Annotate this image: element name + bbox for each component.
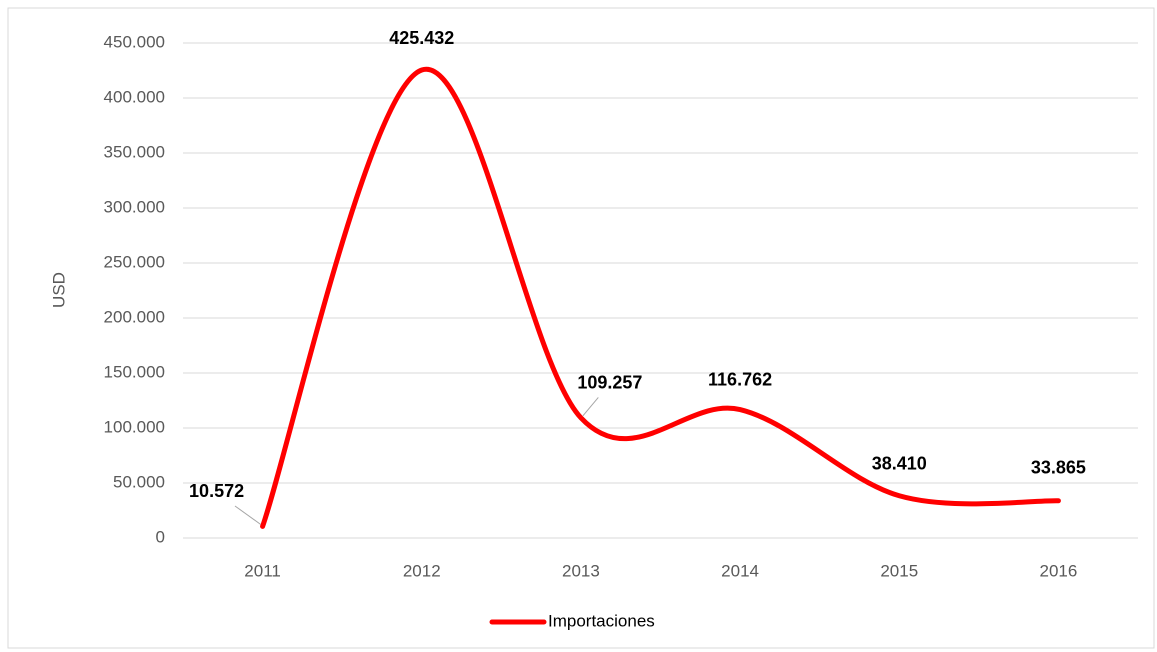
data-label: 116.762 [708,369,772,389]
y-tick-label: 150.000 [104,362,165,381]
data-label: 38.410 [872,453,927,473]
y-tick-label: 100.000 [104,417,165,436]
data-label: 33.865 [1031,457,1086,477]
x-tick-label: 2011 [244,561,281,580]
y-tick-label: 400.000 [104,87,165,106]
y-tick-label: 350.000 [104,142,165,161]
x-tick-label: 2012 [403,561,441,580]
x-tick-label: 2015 [880,561,918,580]
x-tick-label: 2014 [721,561,759,580]
x-tick-label: 2016 [1040,561,1078,580]
data-label: 109.257 [577,373,642,393]
y-tick-label: 450.000 [104,32,165,51]
leader-line [234,505,261,525]
data-label: 10.572 [189,481,244,501]
y-tick-label: 200.000 [104,307,165,326]
leader-line [582,397,599,417]
y-tick-label: 0 [156,527,165,546]
y-tick-label: 50.000 [113,472,165,491]
y-tick-label: 250.000 [104,252,165,271]
legend-label: Importaciones [548,611,655,630]
y-tick-label: 300.000 [104,197,165,216]
line-series [260,67,1061,529]
y-axis-title: USD [49,272,68,308]
x-tick-label: 2013 [562,561,600,580]
data-label: 425.432 [389,28,454,48]
chart-frame [7,7,1155,649]
